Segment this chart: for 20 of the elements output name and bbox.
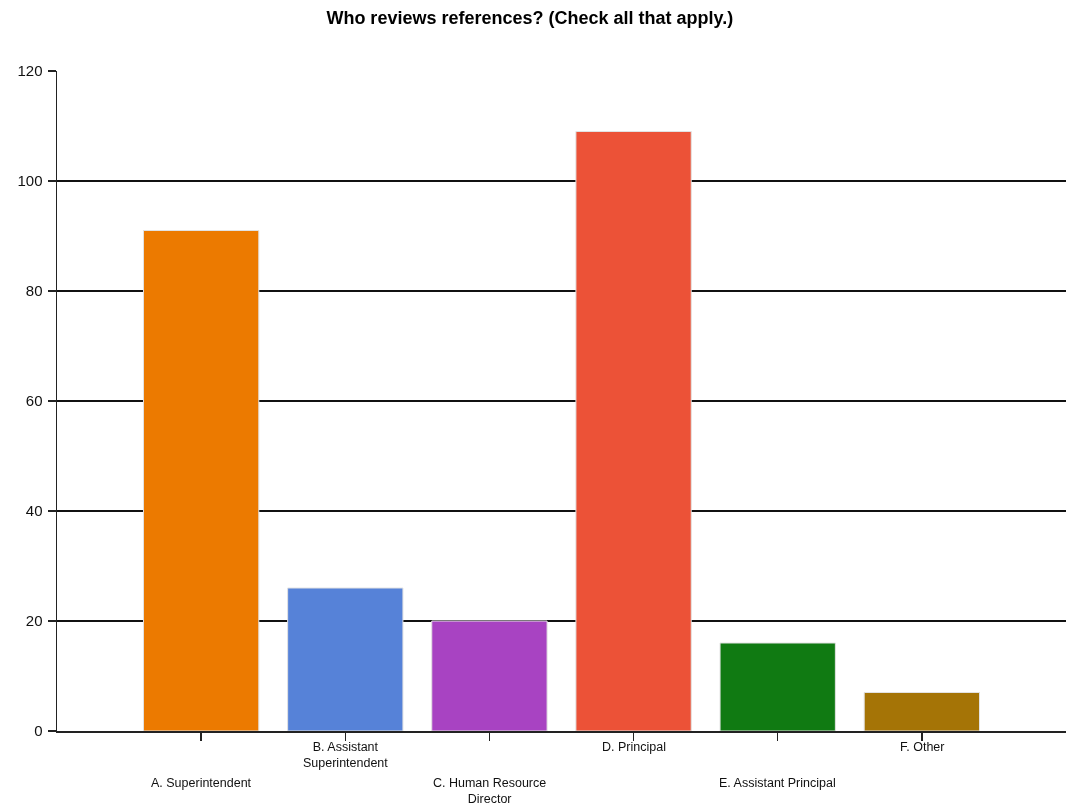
y-tick-label: 20 (25, 612, 43, 630)
bar (719, 642, 836, 731)
x-tick-label: F. Other (900, 740, 945, 754)
x-tick-label: E. Assistant Principal (719, 776, 836, 790)
x-tick-label: D. Principal (602, 740, 666, 754)
bar (863, 692, 981, 731)
bar (575, 131, 692, 731)
y-tick-label: 60 (25, 392, 43, 410)
x-tick-label: C. Human Resource Director (433, 776, 547, 807)
x-tick-label: B. Assistant Superintendent (303, 740, 389, 771)
y-tick-label: 100 (17, 172, 43, 190)
y-tick-label: 0 (34, 722, 43, 740)
y-tick-label: 80 (25, 282, 43, 300)
x-tick-label: A. Superintendent (151, 776, 252, 790)
bar (431, 620, 548, 731)
bar (287, 587, 404, 731)
y-tick-label: 120 (17, 62, 43, 80)
chart-title: Who reviews references? (Check all that apply.) (326, 8, 734, 29)
y-tick-label: 40 (25, 502, 43, 520)
bar (142, 230, 260, 731)
